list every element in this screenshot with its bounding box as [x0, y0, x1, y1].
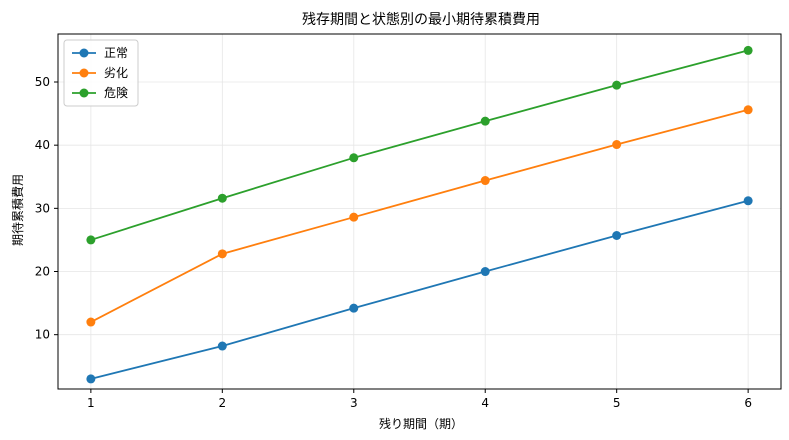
series-group: [86, 45, 753, 384]
data-point: [86, 235, 96, 245]
x-tick-label: 3: [350, 396, 358, 410]
data-point: [612, 80, 622, 90]
data-point: [743, 105, 753, 115]
legend-label: 正常: [104, 46, 128, 60]
data-point: [349, 303, 359, 313]
plot-frame: [57, 33, 782, 390]
y-tick-label: 40: [35, 138, 50, 152]
legend-marker: [79, 68, 89, 78]
y-axis-label: 期待累積費用: [10, 174, 25, 246]
x-tick-label: 1: [87, 396, 95, 410]
y-tick-label: 50: [35, 75, 50, 89]
series-危険: [86, 45, 753, 245]
data-point: [480, 267, 490, 277]
series-line: [90, 199, 749, 380]
x-tick-label: 5: [613, 396, 621, 410]
data-point: [612, 140, 622, 150]
data-point: [480, 116, 490, 126]
series-line: [90, 108, 749, 323]
y-tick-label: 10: [35, 328, 50, 342]
grid: [58, 34, 781, 389]
ticks: 1 2 3 4 5 6 10 20 30 40 50: [35, 75, 752, 410]
legend-item: 危険: [72, 86, 128, 100]
series-line: [90, 49, 749, 241]
series-劣化: [86, 105, 753, 327]
series-正常: [86, 196, 753, 384]
legend-item: 劣化: [72, 66, 128, 80]
data-point: [480, 176, 490, 186]
x-tick-label: 6: [744, 396, 752, 410]
y-tick-label: 30: [35, 201, 50, 215]
legend-item: 正常: [72, 46, 128, 60]
data-point: [86, 374, 96, 384]
data-point: [217, 341, 227, 351]
data-point: [217, 193, 227, 203]
legend-label: 劣化: [104, 66, 128, 80]
data-point: [612, 231, 622, 241]
data-point: [743, 45, 753, 55]
data-point: [217, 249, 227, 259]
data-point: [349, 212, 359, 222]
data-point: [743, 196, 753, 206]
legend-marker: [79, 48, 89, 58]
y-tick-label: 20: [35, 265, 50, 279]
x-tick-label: 4: [481, 396, 489, 410]
data-point: [86, 317, 96, 327]
legend-label: 危険: [104, 86, 128, 100]
data-point: [349, 153, 359, 163]
x-axis-label: 残り期間（期）: [379, 417, 463, 431]
x-tick-label: 2: [218, 396, 226, 410]
chart-title: 残存期間と状態別の最小期待累積費用: [302, 12, 540, 28]
legend-marker: [79, 88, 89, 98]
axes: [57, 33, 782, 390]
